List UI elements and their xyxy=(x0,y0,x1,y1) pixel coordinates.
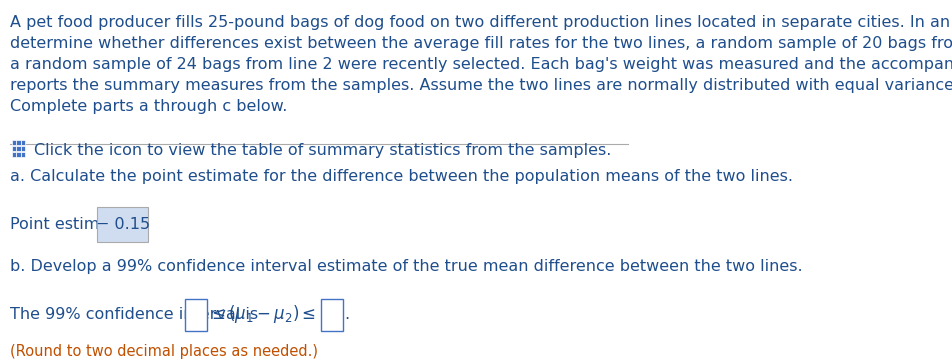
Text: The 99% confidence interval is: The 99% confidence interval is xyxy=(10,306,264,321)
FancyBboxPatch shape xyxy=(97,207,148,242)
Text: Point estimate =: Point estimate = xyxy=(10,217,149,232)
FancyBboxPatch shape xyxy=(185,299,207,331)
Text: b. Develop a 99% confidence interval estimate of the true mean difference betwee: b. Develop a 99% confidence interval est… xyxy=(10,259,803,274)
Text: a. Calculate the point estimate for the difference between the population means : a. Calculate the point estimate for the … xyxy=(10,169,793,184)
Bar xyxy=(11,146,16,151)
Bar xyxy=(16,140,21,146)
Text: − 0.15: − 0.15 xyxy=(95,217,149,232)
Text: $\leq(\mu_1 - \mu_2)\leq$: $\leq(\mu_1 - \mu_2)\leq$ xyxy=(208,303,317,325)
Bar xyxy=(21,146,26,151)
Bar xyxy=(21,152,26,157)
Text: .: . xyxy=(344,306,349,321)
Text: (Round to two decimal places as needed.): (Round to two decimal places as needed.) xyxy=(10,344,319,359)
Bar xyxy=(11,152,16,157)
Bar xyxy=(16,146,21,151)
Bar xyxy=(21,140,26,146)
FancyBboxPatch shape xyxy=(321,299,343,331)
Text: Click the icon to view the table of summary statistics from the samples.: Click the icon to view the table of summ… xyxy=(34,143,612,158)
Bar xyxy=(16,152,21,157)
Bar xyxy=(11,140,16,146)
Text: A pet food producer fills 25-pound bags of dog food on two different production : A pet food producer fills 25-pound bags … xyxy=(10,15,952,114)
